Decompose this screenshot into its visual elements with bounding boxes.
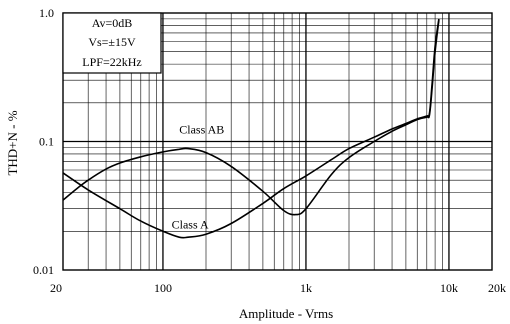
- conditions-box: Av=0dB Vs=±15V LPF=22kHz: [62, 12, 162, 74]
- y-tick-label: 0.1: [39, 135, 54, 149]
- y-tick-label: 0.01: [33, 263, 54, 277]
- conditions-box-frame: [62, 12, 162, 74]
- curve-annotation: Class A: [172, 218, 209, 232]
- x-tick-label: 100: [154, 281, 172, 295]
- plot-frame: [62, 12, 493, 271]
- tick-labels: 20 100 1k 10k 20k 0.01 0.1 1.0: [33, 6, 506, 295]
- curve-annotations: Class AB Class A: [172, 123, 225, 232]
- x-tick-label: 1k: [300, 281, 312, 295]
- note-gain: Av=0dB: [92, 16, 133, 30]
- series-line-class-ab: [62, 19, 440, 216]
- data-curves: [62, 18, 440, 239]
- x-tick-label: 20k: [488, 281, 506, 295]
- note-supply: Vs=±15V: [88, 35, 136, 49]
- y-tick-label: 1.0: [39, 6, 54, 20]
- series-line-class-a: [62, 18, 440, 239]
- x-tick-label: 10k: [440, 281, 458, 295]
- x-axis-label: Amplitude - Vrms: [239, 306, 333, 321]
- note-filter: LPF=22kHz: [82, 55, 141, 69]
- x-tick-label: 20: [50, 281, 62, 295]
- curve-annotation: Class AB: [179, 123, 224, 137]
- y-axis-label: THD+N - %: [5, 110, 20, 175]
